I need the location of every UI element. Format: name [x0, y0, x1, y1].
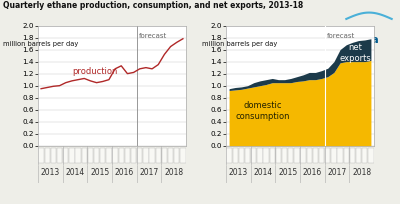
Bar	[319, 148, 324, 163]
Bar	[143, 148, 148, 163]
Text: million barrels per day: million barrels per day	[202, 41, 277, 47]
Bar	[180, 148, 186, 163]
Bar	[69, 148, 74, 163]
Text: 2013: 2013	[229, 168, 248, 177]
Bar	[100, 148, 105, 163]
Text: forecast: forecast	[327, 33, 355, 39]
Bar	[368, 148, 374, 163]
Bar	[112, 148, 118, 163]
Bar	[125, 148, 130, 163]
Bar	[88, 148, 93, 163]
Bar	[338, 148, 343, 163]
Bar	[325, 148, 330, 163]
Bar	[264, 148, 269, 163]
Text: eia: eia	[361, 35, 380, 45]
Bar	[63, 148, 68, 163]
Text: 2018: 2018	[164, 168, 183, 177]
Text: net
exports: net exports	[340, 42, 371, 63]
Bar	[344, 148, 349, 163]
Bar	[45, 148, 50, 163]
Bar	[76, 148, 81, 163]
Bar	[307, 148, 312, 163]
Bar	[257, 148, 262, 163]
Text: 2013: 2013	[41, 168, 60, 177]
Text: forecast: forecast	[139, 33, 167, 39]
Bar	[245, 148, 250, 163]
Bar	[57, 148, 62, 163]
Bar	[233, 148, 238, 163]
Text: 2016: 2016	[303, 168, 322, 177]
Bar	[168, 148, 173, 163]
Bar	[313, 148, 318, 163]
Text: domestic
consumption: domestic consumption	[236, 101, 290, 121]
Bar	[288, 148, 293, 163]
Bar	[282, 148, 287, 163]
Bar	[119, 148, 124, 163]
Text: Quarterly ethane production, consumption, and net exports, 2013-18: Quarterly ethane production, consumption…	[3, 1, 304, 10]
Bar	[251, 148, 256, 163]
Text: 2015: 2015	[90, 168, 109, 177]
Bar	[82, 148, 87, 163]
Bar	[270, 148, 275, 163]
Bar	[162, 148, 167, 163]
Bar	[156, 148, 161, 163]
Bar	[350, 148, 355, 163]
Text: 2015: 2015	[278, 168, 297, 177]
Bar	[131, 148, 136, 163]
Bar	[331, 148, 336, 163]
Text: million barrels per day: million barrels per day	[3, 41, 78, 47]
Bar	[174, 148, 179, 163]
Text: production: production	[72, 67, 117, 76]
Bar	[294, 148, 300, 163]
Text: 2014: 2014	[65, 168, 85, 177]
Bar	[362, 148, 367, 163]
Text: 2017: 2017	[139, 168, 159, 177]
Text: 2014: 2014	[253, 168, 273, 177]
Bar	[239, 148, 244, 163]
Bar	[150, 148, 155, 163]
Bar	[300, 148, 306, 163]
Text: 2018: 2018	[352, 168, 371, 177]
Bar	[38, 148, 44, 163]
Bar	[276, 148, 281, 163]
Text: 2016: 2016	[115, 168, 134, 177]
Bar	[226, 148, 232, 163]
Bar	[51, 148, 56, 163]
Bar	[356, 148, 361, 163]
Bar	[94, 148, 99, 163]
Bar	[106, 148, 112, 163]
Bar	[137, 148, 142, 163]
Text: 2017: 2017	[327, 168, 347, 177]
